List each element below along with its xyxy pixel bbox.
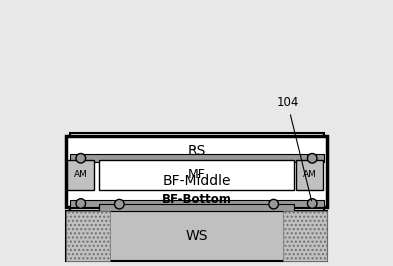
Text: 104: 104 — [276, 96, 312, 201]
Text: AM: AM — [74, 171, 88, 179]
Bar — [70, 200, 324, 207]
Bar — [296, 160, 323, 190]
Bar — [66, 211, 110, 261]
Circle shape — [307, 153, 317, 163]
Circle shape — [307, 199, 317, 208]
Bar — [70, 133, 324, 259]
Text: MF: MF — [187, 168, 206, 181]
Bar — [99, 160, 294, 190]
Circle shape — [76, 199, 86, 208]
Bar — [66, 136, 327, 207]
Bar — [99, 204, 294, 211]
Text: RS: RS — [188, 144, 206, 158]
Circle shape — [76, 153, 86, 163]
Bar — [68, 160, 94, 190]
Circle shape — [115, 200, 124, 209]
Text: AM: AM — [303, 171, 316, 179]
Text: BF-Bottom: BF-Bottom — [162, 193, 231, 206]
Bar — [66, 211, 327, 261]
Bar — [70, 154, 324, 162]
Bar — [283, 211, 327, 261]
Circle shape — [269, 200, 278, 209]
Text: WS: WS — [185, 229, 208, 243]
Text: BF-Middle: BF-Middle — [163, 174, 231, 188]
